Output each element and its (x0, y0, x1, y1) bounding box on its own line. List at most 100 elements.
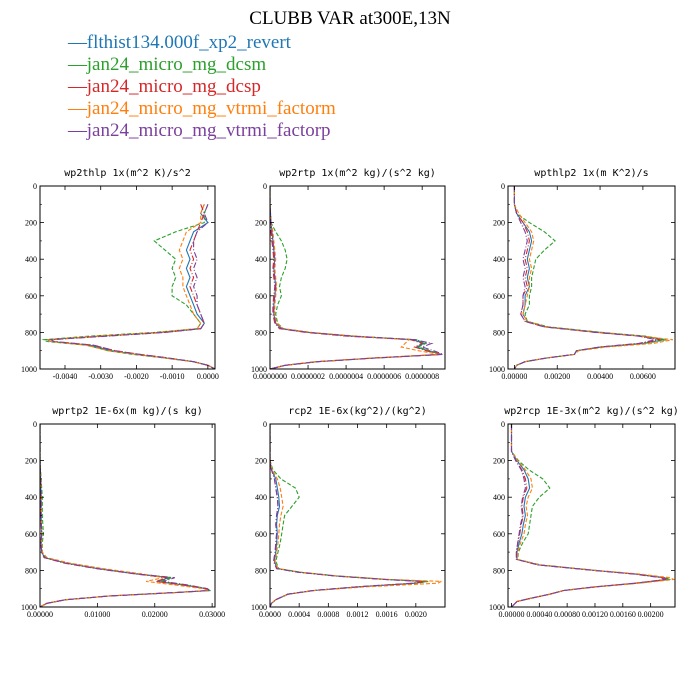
y-tick-label: 200 (493, 219, 505, 228)
y-tick-label: 800 (255, 566, 267, 575)
y-tick-label: 1000 (251, 365, 267, 374)
x-tick-label: 0.00160 (610, 610, 636, 619)
x-tick-label: -0.0010 (160, 372, 185, 381)
y-tick-label: 0 (501, 420, 505, 429)
y-tick-label: 200 (255, 219, 267, 228)
series-line-4 (510, 424, 675, 607)
series-line-5 (270, 186, 444, 369)
series-line-1 (40, 424, 212, 607)
x-tick-label: 0.00080 (554, 610, 580, 619)
series-line-3 (270, 186, 442, 369)
y-tick-label: 600 (255, 292, 267, 301)
series-line-5 (40, 424, 212, 607)
panel-title: wp2rcp 1E-3x(m^2 kg)/(s^2 kg) (504, 406, 679, 417)
x-tick-label: 0.02000 (142, 610, 168, 619)
series-line-2 (513, 186, 667, 369)
y-tick-label: 400 (493, 255, 505, 264)
x-tick-label: 0.00120 (582, 610, 608, 619)
y-tick-label: 600 (25, 292, 37, 301)
series-line-4 (270, 186, 440, 369)
panel-5: rcp2 1E-6x(kg^2)/(kg^2) 0 200 400 600 800 1000… (251, 406, 446, 619)
panel-title: wp2rtp 1x(m^2 kg)/(s^2 kg) (279, 168, 436, 179)
x-tick-label: 0.0000 (259, 610, 281, 619)
y-tick-label: 1000 (489, 603, 505, 612)
y-tick-label: 400 (25, 493, 37, 502)
legend-label: jan24_micro_mg_dcsm (86, 54, 267, 75)
x-tick-label: 0.00400 (587, 372, 613, 381)
legend-entry-4: — jan24_micro_mg_vtrmi_factorm (68, 98, 336, 120)
panel-title: wp2thlp 1x(m^2 K)/s^2 (64, 168, 190, 179)
x-tick-label: 0.0000004 (329, 372, 363, 381)
x-tick-label: 0.0016 (376, 610, 398, 619)
x-tick-label: 0.00000 (498, 610, 524, 619)
panel-frame (39, 423, 216, 608)
x-tick-label: 0.03000 (199, 610, 225, 619)
series-line-1 (270, 186, 442, 369)
y-tick-label: 400 (255, 255, 267, 264)
y-tick-label: 1000 (489, 365, 505, 374)
x-tick-label: 0.00000 (27, 610, 53, 619)
series-line-2 (270, 186, 442, 369)
y-tick-label: 800 (493, 328, 505, 337)
x-tick-label: 0.00000 (501, 372, 527, 381)
x-tick-label: 0.0008 (317, 610, 339, 619)
legend-entry-1: — flthist134.000f_xp2_revert (68, 32, 291, 54)
y-tick-label: 1000 (21, 603, 37, 612)
y-tick-label: 200 (25, 219, 37, 228)
legend-label: jan24_micro_mg_dcsp (86, 76, 261, 97)
series-line-5 (270, 424, 420, 607)
panel-3: wpthlp2 1x(m K^2)/s020040060080010000.00… (489, 168, 676, 381)
figure-title: CLUBB VAR at300E,13N (249, 8, 451, 29)
y-tick-label: 600 (25, 530, 37, 539)
series-line-3 (510, 424, 669, 607)
series-line-3 (40, 424, 211, 607)
y-tick-label: 600 (493, 292, 505, 301)
series-line-1 (513, 186, 665, 369)
x-tick-label: 0.0004 (288, 610, 310, 619)
series-line-4 (40, 424, 209, 607)
x-tick-label: 0.0000008 (405, 372, 439, 381)
y-tick-label: 1000 (251, 603, 267, 612)
y-tick-label: 1000 (21, 365, 37, 374)
x-tick-label: 0.00200 (544, 372, 570, 381)
y-tick-label: 800 (255, 328, 267, 337)
x-tick-label: -0.0030 (88, 372, 113, 381)
x-tick-label: 0.0000002 (291, 372, 325, 381)
y-tick-label: 0 (263, 420, 267, 429)
x-tick-label: -0.0020 (124, 372, 149, 381)
x-tick-label: -0.0040 (53, 372, 78, 381)
series-line-1 (510, 424, 670, 607)
x-tick-label: 0.0000000 (253, 372, 287, 381)
x-tick-label: 0.01000 (84, 610, 110, 619)
panel-1: wp2thlp 1x(m^2 K)/s^2 0 200 400 600 800 1000 -0… (21, 168, 219, 381)
series-line-5 (510, 424, 667, 607)
series-line-5 (513, 186, 656, 369)
x-tick-label: 0.00600 (630, 372, 656, 381)
x-tick-label: 0.0000006 (367, 372, 401, 381)
y-tick-label: 200 (255, 457, 267, 466)
panel-frame (39, 185, 216, 370)
panel-title: wpthlp2 1x(m K^2)/s (534, 168, 648, 179)
x-tick-label: 0.00200 (638, 610, 664, 619)
y-tick-label: 600 (255, 530, 267, 539)
legend-entry-5: — jan24_micro_mg_vtrmi_factorp (68, 120, 331, 142)
series-line-2 (40, 424, 212, 607)
panel-6: wp2rcp 1E-3x(m^2 kg)/(s^2 kg) 0 200 400 600 8… (489, 406, 679, 619)
series-line-4 (45, 204, 215, 369)
panel-4: wprtp2 1E-6x(m kg)/(s kg) 0 200 400 600 800 10… (21, 406, 225, 619)
legend-entry-3: — jan24_micro_mg_dcsp (68, 76, 261, 98)
panel-frame (269, 423, 446, 608)
y-tick-label: 600 (493, 530, 505, 539)
panel-title: wprtp2 1E-6x(m kg)/(s kg) (52, 406, 203, 417)
panel-title: rcp2 1E-6x(kg^2)/(kg^2) (288, 406, 426, 417)
panel-2: wp2rtp 1x(m^2 kg)/(s^2 kg) 0 200 400 600 800 1… (251, 168, 446, 381)
series-line-2 (510, 424, 672, 607)
y-tick-label: 400 (493, 493, 505, 502)
legend-label: jan24_micro_mg_vtrmi_factorm (86, 98, 336, 119)
x-tick-label: 0.0012 (347, 610, 369, 619)
x-tick-label: 0.00040 (526, 610, 552, 619)
x-tick-label: 0.0020 (405, 610, 427, 619)
y-tick-label: 0 (501, 182, 505, 191)
y-tick-label: 0 (263, 182, 267, 191)
